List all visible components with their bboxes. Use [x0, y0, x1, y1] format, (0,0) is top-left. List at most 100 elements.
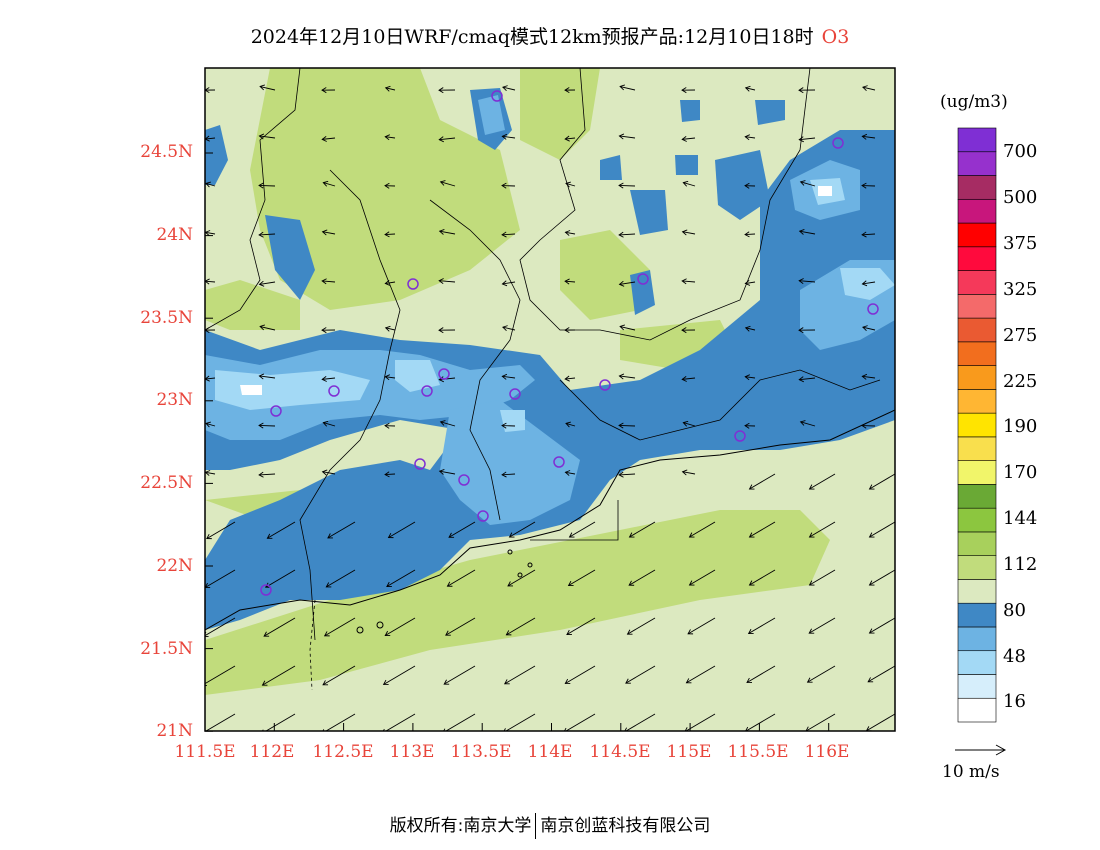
wind-arrow-head: [321, 375, 327, 382]
boundary-west-inner: [299, 169, 401, 641]
wind-arrow: [861, 373, 876, 380]
wind-arrow-head: [386, 581, 392, 588]
wind-arrow-head: [438, 136, 444, 143]
wind-arrow-head: [682, 180, 689, 187]
wind-arrow: [205, 181, 216, 188]
wind-arrow: [501, 231, 516, 238]
colorbar-label: 144: [1003, 508, 1038, 529]
colorbar-swatch: [957, 270, 997, 295]
wind-arrow-shaft: [502, 135, 516, 139]
colorbar-swatch: [957, 222, 997, 248]
wind-arrow-shaft: [565, 713, 596, 731]
wind-arrow-shaft: [205, 137, 216, 140]
wind-arrow-head: [808, 628, 815, 634]
wind-arrow: [748, 473, 776, 490]
wind-arrow-shaft: [385, 327, 396, 331]
wind-arrow: [626, 617, 656, 635]
wind-arrow-shaft: [809, 473, 836, 490]
colorbar-label: 275: [1003, 325, 1038, 346]
lon-tick-label: 115E: [666, 742, 712, 762]
wind-arrow: [688, 521, 716, 538]
wind-arrow-head: [261, 680, 268, 686]
wind-arrow-shaft: [628, 569, 656, 586]
colorbar-swatch: [957, 341, 997, 366]
wind-arrow-head: [503, 679, 510, 685]
wind-arrow-shaft: [683, 182, 696, 187]
colorbar-swatch: [957, 507, 997, 533]
wind-arrow: [384, 279, 396, 286]
colorbar-label: 80: [1003, 600, 1026, 621]
wind-arrow-shaft: [619, 233, 636, 236]
footer-separator: [535, 813, 537, 839]
wind-arrow-shaft: [259, 135, 276, 139]
colorbar-label: 375: [1003, 233, 1038, 254]
wind-arrow-head: [862, 325, 868, 331]
wind-arrow-head: [867, 677, 874, 683]
wind-arrow-shaft: [439, 230, 456, 235]
field-darkblue-c: [630, 190, 668, 235]
wind-arrow-head: [443, 728, 446, 731]
wind-arrow-shaft: [799, 137, 816, 141]
wind-arrow: [618, 471, 636, 478]
wind-arrow-head: [258, 182, 264, 189]
wind-arrow: [618, 133, 636, 140]
wind-arrow-head: [321, 87, 327, 94]
station-marker: [734, 430, 746, 442]
wind-arrow-shaft: [385, 87, 396, 91]
field-green-north: [250, 68, 520, 310]
wind-arrow-head: [438, 376, 444, 383]
wind-arrow-head: [687, 629, 694, 635]
colorbar-swatch: [957, 317, 997, 343]
wind-arrow-head: [387, 532, 394, 539]
wind-arrow-shaft: [259, 184, 276, 187]
wind-arrow: [258, 280, 276, 287]
wind-arrow: [438, 469, 456, 475]
wind-arrow-shaft: [259, 424, 276, 427]
wind-arrow-head: [384, 134, 390, 141]
station-marker: [438, 368, 450, 380]
wind-arrow: [505, 617, 536, 636]
wind-vectors: [205, 84, 895, 731]
wind-arrow-shaft: [808, 617, 836, 634]
wind-arrow-shaft: [445, 713, 476, 731]
wind-arrow-head: [744, 231, 750, 238]
wind-arrow: [625, 665, 656, 684]
wind-arrow-head: [322, 680, 329, 686]
wind-arrow-head: [322, 420, 329, 427]
wind-arrow-head: [861, 231, 867, 238]
chart-title: 2024年12月10日WRF/cmaq模式12km预报产品:12月10日18时 O…: [0, 22, 1100, 49]
wind-arrow: [565, 421, 576, 428]
field-midblue-band: [205, 350, 535, 440]
wind-arrow-shaft: [682, 137, 696, 140]
wind-arrow-head: [264, 582, 271, 588]
wind-arrow: [687, 617, 716, 635]
wind-arrow-head: [564, 470, 571, 476]
wind-arrow: [443, 665, 476, 685]
colorbar-label: 170: [1003, 462, 1038, 483]
field-darkblue-dot1: [600, 155, 622, 180]
wind-arrow: [681, 375, 696, 382]
wind-arrow-head: [684, 727, 688, 731]
wind-arrow-shaft: [509, 521, 536, 538]
colorbar-swatch: [957, 555, 997, 580]
wind-arrow-head: [564, 135, 570, 142]
field-darkblue-nw: [205, 125, 228, 185]
title-species: O3: [821, 26, 850, 48]
wind-arrow-shaft: [324, 617, 356, 637]
lat-tick-label: 21N: [156, 721, 193, 741]
wind-arrow-shaft: [869, 521, 895, 538]
field-green-center: [560, 230, 650, 320]
station-marker: [637, 273, 649, 285]
wind-arrow-head: [384, 630, 391, 637]
wind-arrow: [321, 278, 336, 285]
wind-arrow: [748, 569, 776, 586]
colorbar-swatch: [957, 460, 997, 485]
wind-arrow-shaft: [506, 617, 536, 636]
wind-arrow-head: [798, 278, 804, 284]
wind-arrow: [799, 420, 816, 427]
wind-arrow: [384, 374, 396, 381]
colorbar-swatch: [957, 151, 997, 176]
wind-arrow-head: [861, 422, 867, 429]
wind-arrow: [861, 231, 876, 238]
wind-arrow-head: [799, 420, 806, 426]
